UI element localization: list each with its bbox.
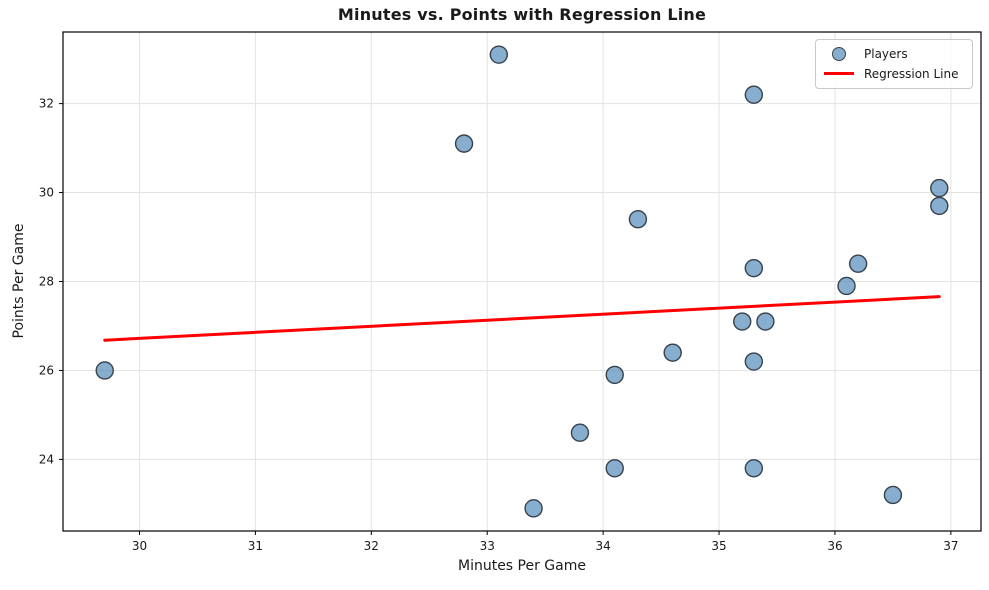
legend-label-players: Players: [864, 46, 908, 61]
legend-entry-regression: Regression Line: [824, 65, 962, 82]
x-tick-label: 32: [364, 539, 379, 553]
legend: Players Regression Line: [815, 39, 973, 89]
y-tick-label: 28: [39, 275, 54, 289]
x-tick-label: 36: [827, 539, 842, 553]
scatter-point: [489, 45, 509, 64]
scatter-point: [663, 343, 682, 362]
scatter-point: [837, 276, 856, 296]
y-tick-label: 32: [39, 97, 54, 111]
legend-label-regression: Regression Line: [864, 66, 959, 81]
x-tick-label: 33: [480, 539, 495, 553]
scatter-point: [930, 196, 949, 216]
scatter-point: [605, 365, 624, 385]
scatter-point: [95, 361, 114, 380]
scatter-point: [744, 459, 764, 478]
regression-line: [103, 295, 941, 342]
chart-title: Minutes vs. Points with Regression Line: [337, 5, 707, 24]
x-tick-label: 37: [943, 539, 958, 553]
legend-entry-players: Players: [824, 45, 962, 62]
scatter-point: [744, 352, 764, 371]
scatter-point: [883, 485, 903, 505]
scatter-point: [744, 258, 764, 278]
y-tick-label: 30: [39, 186, 54, 200]
x-tick-label: 34: [595, 539, 610, 553]
x-tick-label: 31: [248, 539, 263, 553]
legend-marker-box: [824, 72, 854, 75]
y-axis-label: Points Per Game: [11, 223, 27, 339]
scatter-point: [930, 178, 949, 198]
scatter-point: [605, 459, 624, 478]
y-tick-label: 26: [39, 363, 54, 377]
x-tick-label: 35: [711, 539, 726, 553]
scatter-point: [733, 312, 752, 331]
scatter-point: [848, 254, 868, 273]
scatter-point: [756, 312, 775, 331]
x-tick-label: 30: [132, 539, 147, 553]
x-axis-label: Minutes Per Game: [457, 558, 586, 574]
scatter-point: [524, 499, 543, 518]
scatter-point: [570, 423, 590, 442]
scatter-point: [454, 134, 474, 153]
scatter-point: [628, 210, 648, 229]
scatter-marker-icon: [832, 46, 846, 61]
regression-line-icon: [824, 72, 854, 75]
legend-marker-box: [824, 46, 854, 61]
scatter-point: [744, 85, 764, 104]
y-tick-label: 24: [39, 452, 54, 466]
